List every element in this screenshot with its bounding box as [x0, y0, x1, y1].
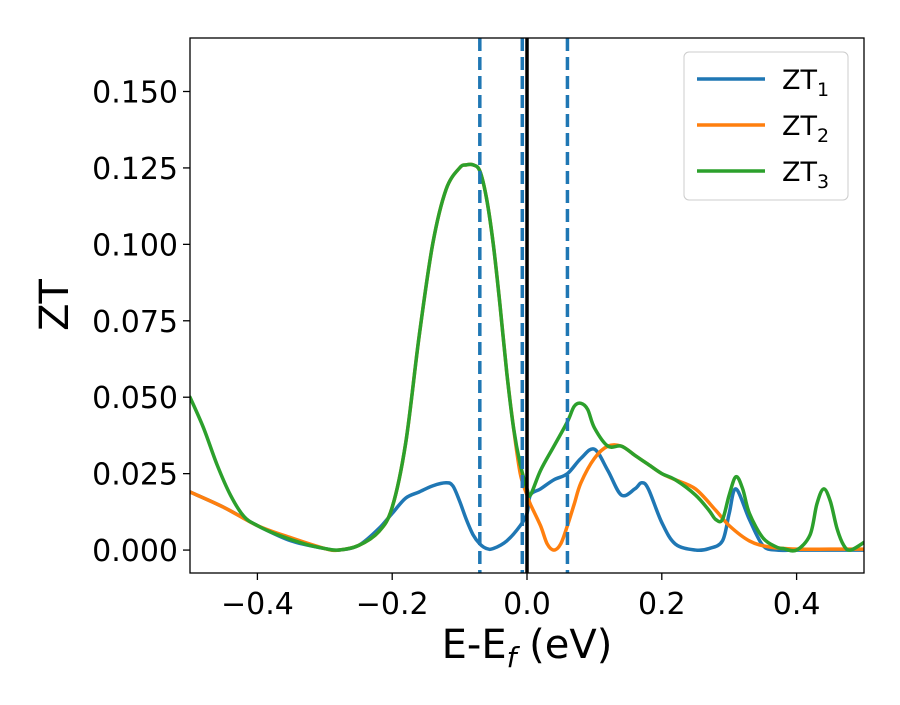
legend-box: [683, 51, 849, 201]
series-layer: [190, 162, 864, 553]
legend-label-subscript: 3: [817, 171, 829, 193]
series-line-zt3: [190, 162, 864, 553]
x-axis-title: E-Ef (eV): [442, 622, 613, 674]
x-tick-label: 0.4: [773, 587, 821, 622]
legend-label-subscript: 1: [817, 79, 829, 101]
y-axis-ticks: 0.000 0.025 0.050 0.075 0.100 0.125 0.150: [92, 76, 190, 569]
y-axis-title: ZT: [32, 279, 78, 331]
legend-label-zt1: ZT1: [782, 65, 829, 101]
legend-label-subscript: 2: [817, 125, 829, 147]
x-tick-label: 0.2: [638, 587, 686, 622]
y-tick-label: 0.050: [92, 381, 178, 416]
y-tick-label: 0.075: [92, 305, 178, 340]
legend-label-zt3: ZT3: [782, 157, 829, 193]
y-tick-label: 0.000: [92, 534, 178, 569]
x-axis-ticks: −0.4 −0.2 0.0 0.2 0.4: [221, 573, 820, 622]
y-tick-label: 0.100: [92, 228, 178, 263]
x-tick-label: −0.4: [221, 587, 294, 622]
reference-lines-layer: [478, 38, 570, 573]
y-tick-label: 0.025: [92, 458, 178, 493]
x-tick-label: −0.2: [356, 587, 429, 622]
x-tick-label: 0.0: [503, 587, 551, 622]
y-tick-label: 0.125: [92, 152, 178, 187]
y-tick-label: 0.150: [92, 76, 178, 111]
legend-label-zt2: ZT2: [782, 111, 829, 147]
x-axis-title-unit: (eV): [516, 622, 612, 668]
legend: ZT1 ZT2 ZT3: [683, 51, 849, 201]
